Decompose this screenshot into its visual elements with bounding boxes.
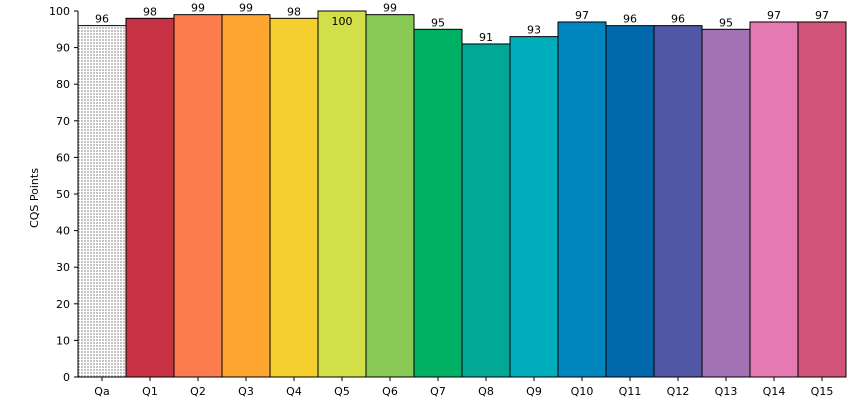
value-label-q4: 98: [287, 5, 301, 18]
x-tick-label-q15: Q15: [811, 385, 834, 398]
y-tick-label-10: 10: [56, 334, 70, 347]
value-label-q11: 96: [623, 13, 637, 26]
y-tick-label-20: 20: [56, 298, 70, 311]
value-label-q10: 97: [575, 9, 589, 22]
y-tick-label-60: 60: [56, 151, 70, 164]
value-label-q3: 99: [239, 2, 253, 15]
x-tick-label-q2: Q2: [190, 385, 206, 398]
y-tick-label-0: 0: [63, 371, 70, 384]
x-tick-label-q11: Q11: [619, 385, 642, 398]
y-tick-label-30: 30: [56, 261, 70, 274]
x-tick-label-q3: Q3: [238, 385, 254, 398]
bar-q4: [270, 18, 318, 377]
value-label-q2: 99: [191, 2, 205, 15]
value-label-q5: 100: [332, 15, 353, 28]
bar-q2: [174, 15, 222, 377]
value-label-q7: 95: [431, 16, 445, 29]
x-tick-label-q6: Q6: [382, 385, 398, 398]
value-label-q9: 93: [527, 24, 541, 37]
value-label-q8: 91: [479, 31, 493, 44]
y-tick-label-70: 70: [56, 115, 70, 128]
bar-q8: [462, 44, 510, 377]
y-tick-label-100: 100: [49, 5, 70, 18]
y-axis-title: CQS Points: [28, 168, 41, 228]
bar-q12: [654, 26, 702, 377]
bar-q5: [318, 11, 366, 377]
bar-q10: [558, 22, 606, 377]
value-label-q6: 99: [383, 2, 397, 15]
bar-q7: [414, 29, 462, 377]
bar-q15: [798, 22, 846, 377]
value-label-q12: 96: [671, 13, 685, 26]
value-label-q1: 98: [143, 5, 157, 18]
x-tick-label-q4: Q4: [286, 385, 302, 398]
x-tick-label-q10: Q10: [571, 385, 594, 398]
y-tick-label-50: 50: [56, 188, 70, 201]
bar-q11: [606, 26, 654, 377]
bar-q3: [222, 15, 270, 377]
bar-q6: [366, 15, 414, 377]
x-tick-label-q13: Q13: [715, 385, 738, 398]
x-tick-label-q14: Q14: [763, 385, 786, 398]
y-tick-label-40: 40: [56, 225, 70, 238]
value-label-qa: 96: [95, 13, 109, 26]
x-tick-label-qa: Qa: [94, 385, 109, 398]
bar-q14: [750, 22, 798, 377]
x-tick-label-q1: Q1: [142, 385, 158, 398]
bar-q1: [126, 18, 174, 377]
y-tick-label-90: 90: [56, 42, 70, 55]
x-tick-label-q9: Q9: [526, 385, 542, 398]
bar-q9: [510, 37, 558, 377]
x-tick-label-q7: Q7: [430, 385, 446, 398]
bar-q13: [702, 29, 750, 377]
value-label-q15: 97: [815, 9, 829, 22]
bar-qa: [78, 26, 126, 377]
x-tick-label-q5: Q5: [334, 385, 350, 398]
x-tick-label-q8: Q8: [478, 385, 494, 398]
value-label-q14: 97: [767, 9, 781, 22]
x-tick-label-q12: Q12: [667, 385, 690, 398]
y-tick-label-80: 80: [56, 78, 70, 91]
value-label-q13: 95: [719, 16, 733, 29]
